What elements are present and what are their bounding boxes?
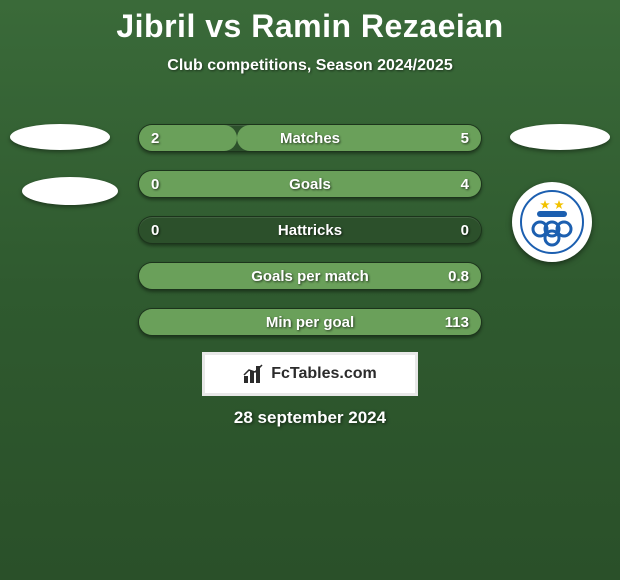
stat-label: Goals per match [139, 263, 481, 291]
stats-rows: 2Matches50Goals40Hattricks0Goals per mat… [138, 124, 482, 354]
stat-row: Goals per match0.8 [138, 262, 482, 290]
stat-value-right: 0 [461, 217, 469, 245]
stat-label: Min per goal [139, 309, 481, 337]
stat-value-right: 113 [445, 309, 469, 337]
snapshot-date: 28 september 2024 [0, 408, 620, 428]
stat-row: 0Hattricks0 [138, 216, 482, 244]
brand-box: FcTables.com [202, 352, 418, 396]
stat-value-right: 0.8 [448, 263, 469, 291]
player2-club-crest [512, 182, 592, 262]
stat-row: 0Goals4 [138, 170, 482, 198]
player1-photo-placeholder [10, 124, 110, 150]
esteghlal-crest-icon [519, 189, 585, 255]
stat-value-right: 4 [461, 171, 469, 199]
stat-label: Goals [139, 171, 481, 199]
stat-row: 2Matches5 [138, 124, 482, 152]
stat-value-right: 5 [461, 125, 469, 153]
stat-label: Matches [139, 125, 481, 153]
page-title: Jibril vs Ramin Rezaeian [0, 0, 620, 45]
bar-chart-icon [243, 364, 265, 384]
player2-photo-placeholder [510, 124, 610, 150]
brand-label: FcTables.com [271, 365, 377, 383]
stat-row: Min per goal113 [138, 308, 482, 336]
subtitle: Club competitions, Season 2024/2025 [0, 57, 620, 75]
comparison-widget: Jibril vs Ramin Rezaeian Club competitio… [0, 0, 620, 580]
player1-club-placeholder [22, 177, 118, 205]
stat-label: Hattricks [139, 217, 481, 245]
